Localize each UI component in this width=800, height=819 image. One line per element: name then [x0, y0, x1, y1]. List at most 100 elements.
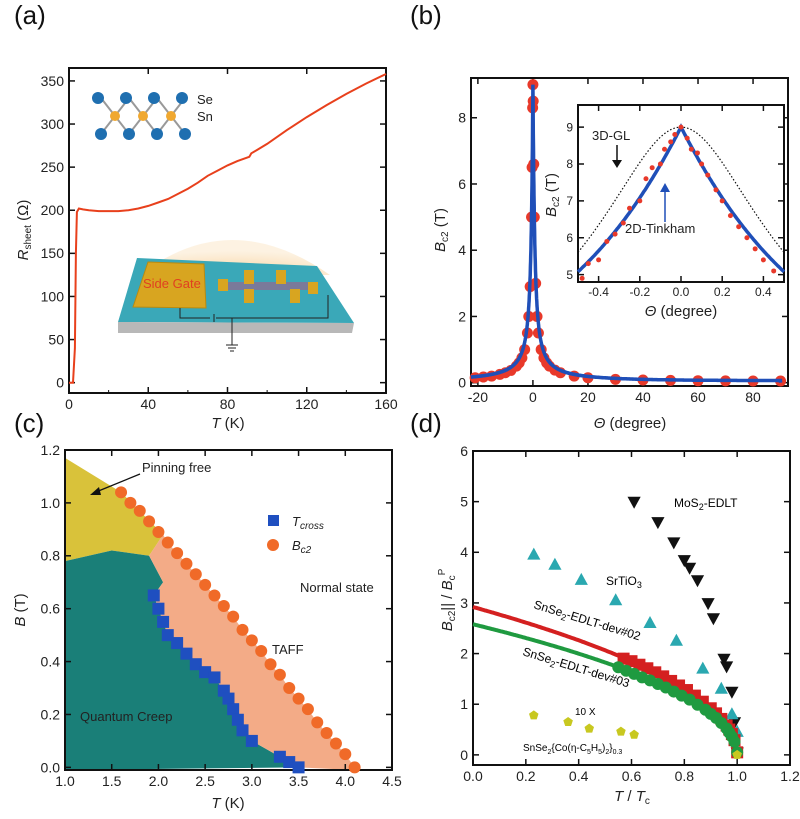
se-atom — [176, 92, 188, 104]
quantum-creep-label: Quantum Creep — [80, 709, 173, 724]
b-xtick-label: 40 — [635, 389, 651, 405]
intercalated-data-point — [732, 749, 742, 759]
inset-data-point — [684, 135, 690, 141]
inset-data-point — [736, 224, 742, 230]
bc2-data-point — [199, 578, 212, 591]
inset-data-point — [668, 139, 674, 145]
side-gate-label: Side Gate — [143, 276, 201, 291]
inset-data-point — [771, 268, 777, 274]
a-xtick-label: 80 — [220, 396, 236, 412]
inset-data-point — [694, 150, 700, 156]
c-xtick-label: 3.0 — [242, 773, 262, 789]
inset-data-point — [727, 213, 733, 219]
srtio3-data-point — [696, 661, 710, 674]
dev02-label: SnSe2-EDLT-dev#02 — [532, 597, 643, 645]
inset-data-point — [637, 198, 643, 204]
srtio3-data-point — [725, 707, 739, 720]
b-xtick-label: -20 — [468, 389, 488, 405]
substrate-side — [118, 322, 354, 333]
contact-pad — [244, 289, 254, 303]
inset-data-point — [596, 257, 602, 263]
b-inset-ytick-label: 6 — [566, 231, 573, 245]
c-ytick-label: 0.4 — [41, 653, 61, 669]
c-ytick-label: 0.2 — [41, 706, 61, 722]
c-ytick-label: 0.0 — [41, 759, 61, 775]
resistance-curve — [69, 73, 387, 384]
contact-pad — [290, 289, 300, 303]
tcross-data-point — [273, 750, 286, 763]
bc2-data-point — [227, 610, 240, 623]
legend-tcross-label: Tcross — [292, 514, 324, 532]
taff-label: TAFF — [272, 642, 304, 657]
tcross-data-point — [147, 589, 160, 602]
a-ytick-label: 300 — [41, 116, 65, 132]
c-xtick-label: 3.5 — [289, 773, 309, 789]
contact-pad — [244, 270, 254, 284]
tcross-data-point — [292, 761, 305, 774]
b-inset-ylabel: Bc2 (T) — [543, 173, 562, 217]
mos2-data-point — [677, 555, 691, 568]
b-inset-xtick-label: 0.2 — [714, 285, 731, 299]
pinning-free-arrowhead — [90, 487, 101, 495]
scale-annotation: 10 X — [575, 707, 596, 718]
b-ytick-label: 0 — [458, 375, 466, 391]
c-xtick-label: 1.0 — [55, 773, 75, 789]
inset-data-point — [705, 172, 711, 178]
d-xtick-label: 0.2 — [516, 768, 536, 784]
a-ytick-label: 200 — [41, 202, 65, 218]
srtio3-data-point — [574, 572, 588, 585]
chart-d: 0.0 0.2 0.4 0.6 0.8 1.0 1.2 0 1 2 3 4 5 6 — [460, 443, 800, 784]
d-ytick-label: 5 — [460, 494, 468, 510]
intercalated-data-point — [584, 723, 594, 733]
mos2-data-point — [720, 661, 734, 674]
panel-label-d: (d) — [410, 408, 442, 438]
inset-data-point — [760, 257, 766, 263]
inset-data-point — [604, 238, 610, 244]
c-xtick-label: 1.5 — [102, 773, 122, 789]
device-schematic-inset: Side Gate — [118, 240, 354, 352]
inset-data-point — [688, 146, 694, 152]
bc2-data-point — [301, 703, 314, 716]
inset-data-point — [719, 198, 725, 204]
srtio3-data-point — [609, 593, 623, 606]
inset-data-point — [612, 231, 618, 237]
gl-arrowhead — [612, 160, 622, 168]
bc2-data-point — [124, 496, 137, 509]
c-xtick-label: 4.0 — [336, 773, 356, 789]
circuit-wires — [179, 295, 329, 352]
tcross-data-point — [208, 671, 221, 684]
crystal-structure-inset — [92, 92, 191, 140]
inset-data-point — [657, 161, 663, 167]
tinkham-annotation: 2D-Tinkham — [625, 221, 695, 236]
d-ytick-label: 4 — [460, 544, 468, 560]
legend-bc2-label: Bc2 — [292, 538, 312, 556]
bc2-data-point — [161, 536, 174, 549]
legend-tcross-marker — [268, 515, 279, 526]
mos2-data-point — [683, 562, 697, 575]
sn-atom — [138, 111, 148, 121]
panel-label-b: (b) — [410, 0, 442, 30]
tcross-data-point — [157, 615, 170, 628]
d-xtick-label: 0.0 — [463, 768, 483, 784]
dev03-fit-curve — [472, 622, 740, 756]
b-ytick-label: 6 — [458, 176, 466, 192]
inset-data-point — [627, 205, 632, 211]
intercalated-data-point — [563, 717, 573, 726]
b-ylabel: Bc2 (T) — [432, 208, 451, 252]
bc2-data-point — [283, 682, 296, 695]
b-xlabel: Θ (degree) — [594, 415, 667, 432]
legend-bc2-marker — [267, 539, 279, 551]
panel-label-c: (c) — [14, 408, 44, 438]
c-xlabel: T (K) — [211, 795, 244, 812]
c-xtick-label: 2.0 — [149, 773, 169, 789]
d-xtick-label: 1.0 — [727, 768, 747, 784]
panel-label-a: (a) — [14, 0, 46, 30]
mos2-data-point — [627, 496, 641, 509]
bc2-data-point — [329, 737, 342, 750]
a-xtick-label: 120 — [295, 396, 319, 412]
chart-c: 1.0 1.5 2.0 2.5 3.0 3.5 4.0 4.5 0.0 0.2 0.4 0.6 0.8 1… — [41, 442, 402, 789]
b-inset-ytick-label: 5 — [566, 268, 573, 282]
tcross-data-point — [231, 713, 244, 726]
srtio3-label: SrTiO3 — [606, 574, 642, 590]
